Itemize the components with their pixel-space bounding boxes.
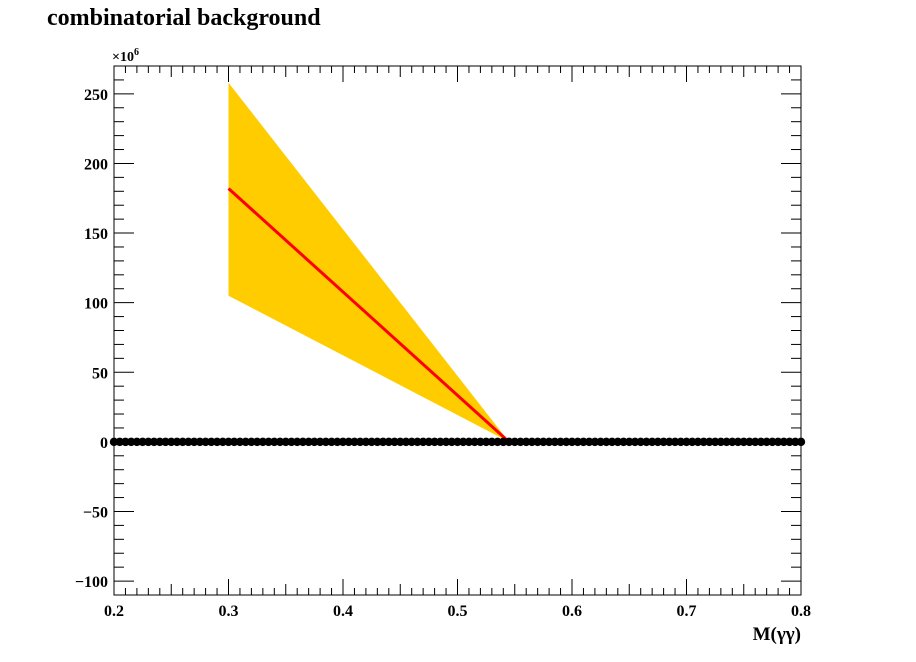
x-tick-label: 0.3	[219, 603, 239, 620]
y-tick-label: −50	[83, 504, 108, 521]
y-tick-label: 250	[84, 87, 108, 104]
x-axis-label: M(γγ)	[753, 624, 801, 645]
y-axis-multiplier: ×106	[112, 47, 139, 65]
y-tick-label: 150	[84, 226, 108, 243]
x-tick-label: 0.8	[791, 603, 811, 620]
fit-line	[227, 187, 511, 443]
x-tick-label: 0.5	[448, 603, 468, 620]
y-axis-multiplier-base: ×10	[112, 50, 134, 65]
line-layer	[227, 187, 511, 443]
x-tick-label: 0.7	[677, 603, 697, 620]
y-axis: −100 −50 0 50 100 150 200 250	[75, 65, 801, 596]
points-layer	[109, 437, 806, 447]
band-layer	[228, 82, 510, 442]
y-tick-label: 50	[92, 365, 108, 382]
y-tick-label: 0	[100, 435, 108, 452]
x-tick-label: 0.6	[562, 603, 582, 620]
error-band	[228, 82, 510, 442]
y-axis-multiplier-exponent: 6	[134, 47, 139, 58]
plot-frame	[113, 65, 802, 596]
x-axis: 0.2 0.3 0.4 0.5 0.6 0.7 0.8	[104, 66, 811, 620]
y-tick-label: 100	[84, 296, 108, 313]
chart-title: combinatorial background	[47, 5, 321, 31]
y-tick-label: −100	[75, 574, 108, 591]
y-tick-label: 200	[84, 156, 108, 173]
x-tick-label: 0.2	[104, 603, 124, 620]
x-tick-label: 0.4	[333, 603, 353, 620]
